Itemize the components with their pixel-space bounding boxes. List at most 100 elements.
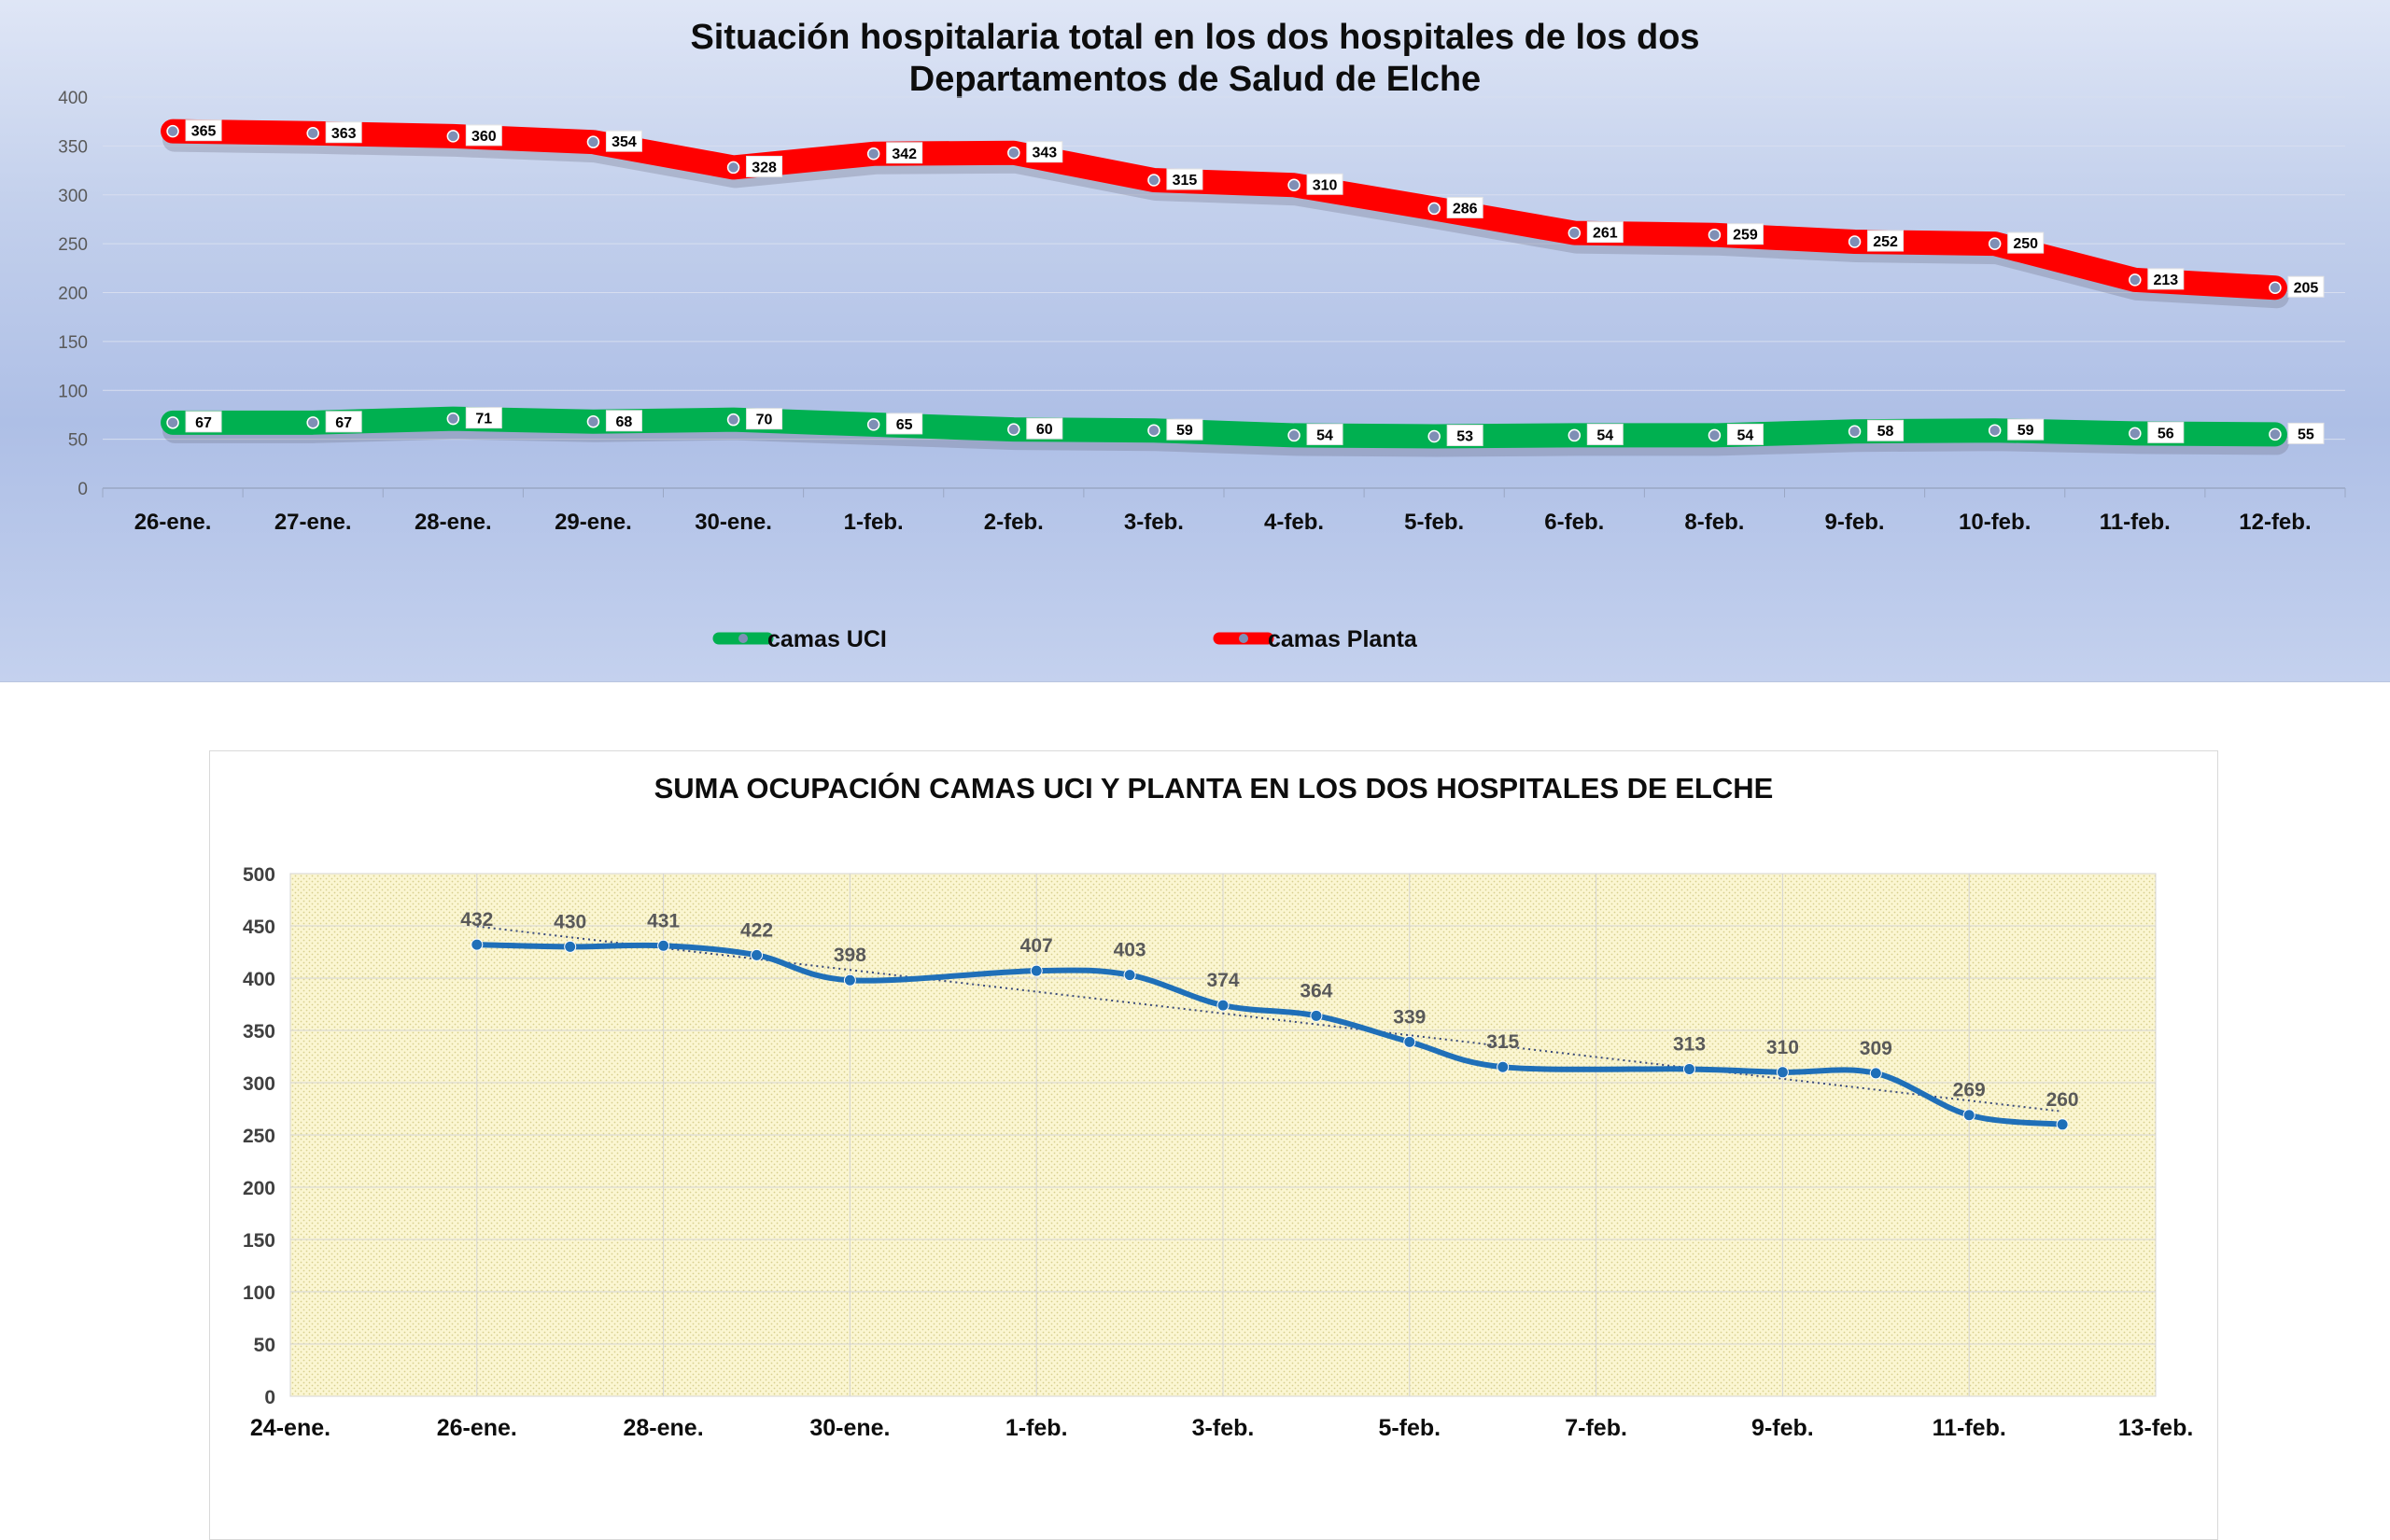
chart2-title: SUMA OCUPACIÓN CAMAS UCI Y PLANTA EN LOS… xyxy=(654,771,1774,805)
data-label-box xyxy=(2287,422,2325,444)
data-label: 56 xyxy=(2158,426,2174,441)
series-marker xyxy=(2129,273,2142,287)
data-label-box xyxy=(1726,423,1764,445)
chart2-data-label: 430 xyxy=(554,911,586,932)
data-label-box xyxy=(1867,419,1905,441)
data-label-box xyxy=(605,130,642,152)
chart1-x-tick: 8-feb. xyxy=(1684,510,1744,535)
chart1-y-tick: 200 xyxy=(58,285,88,304)
chart2-data-label: 269 xyxy=(1953,1080,1986,1101)
chart1-x-tick: 3-feb. xyxy=(1124,510,1184,535)
data-label-box xyxy=(2007,231,2045,254)
chart2-y-tick: 500 xyxy=(243,864,275,886)
data-label-box xyxy=(465,124,502,147)
chart2-y-tick: 150 xyxy=(243,1230,275,1252)
chart2-marker xyxy=(1030,964,1043,977)
chart2-marker xyxy=(1497,1060,1510,1073)
data-label-box xyxy=(1306,173,1343,195)
data-label-box xyxy=(185,411,222,433)
data-label: 205 xyxy=(2294,280,2319,296)
series-marker xyxy=(1848,235,1862,248)
data-label-box xyxy=(2007,418,2045,441)
series-marker xyxy=(1147,174,1160,187)
data-label: 65 xyxy=(896,417,913,433)
chart1-x-tick: 27-ene. xyxy=(274,510,352,535)
chart2-y-tick: 100 xyxy=(243,1282,275,1304)
data-label: 343 xyxy=(1032,146,1057,161)
chart1-x-tick: 4-feb. xyxy=(1264,510,1324,535)
series-marker xyxy=(1427,202,1441,216)
chart1-x-tick: 11-feb. xyxy=(2100,510,2171,535)
data-label: 252 xyxy=(1873,234,1898,250)
data-label: 71 xyxy=(475,412,492,427)
chart2-y-tick: 250 xyxy=(243,1126,275,1147)
data-label: 58 xyxy=(1877,424,1894,440)
data-label: 55 xyxy=(2298,427,2314,442)
data-label-box xyxy=(1166,418,1203,441)
chart2-data-label: 309 xyxy=(1860,1038,1892,1059)
series-marker xyxy=(726,413,740,427)
data-label: 60 xyxy=(1036,422,1053,438)
chart2-x-tick: 13-feb. xyxy=(2118,1415,2194,1441)
chart1-y-tick: 300 xyxy=(58,187,88,206)
legend-marker xyxy=(738,634,748,643)
chart2-data-label: 432 xyxy=(460,909,493,931)
total-occupancy-plot: SUMA OCUPACIÓN CAMAS UCI Y PLANTA EN LOS… xyxy=(243,771,2194,1441)
series-marker xyxy=(586,415,600,428)
series-marker xyxy=(1708,428,1722,442)
data-label-box xyxy=(746,408,783,430)
chart1-y-tick: 0 xyxy=(77,480,88,499)
chart1-x-tick: 5-feb. xyxy=(1404,510,1464,535)
series-marker xyxy=(166,416,179,429)
chart1-x-tick: 12-feb. xyxy=(2239,510,2311,535)
chart1-x-tick: 2-feb. xyxy=(984,510,1044,535)
series-marker xyxy=(1568,428,1582,442)
chart2-data-label: 374 xyxy=(1206,970,1239,991)
series-marker xyxy=(446,130,460,143)
series-marker xyxy=(1568,226,1582,240)
chart2-y-tick: 50 xyxy=(254,1335,275,1356)
data-label: 365 xyxy=(191,124,217,140)
data-label-box xyxy=(1026,417,1063,440)
series-marker xyxy=(866,147,880,161)
chart2-marker xyxy=(1403,1035,1416,1048)
chart1-y-tick: 400 xyxy=(58,89,88,108)
data-label: 342 xyxy=(892,147,917,162)
data-label: 54 xyxy=(1737,427,1754,443)
data-label: 310 xyxy=(1313,177,1338,193)
chart1-x-tick: 1-feb. xyxy=(844,510,904,535)
chart2-data-label: 422 xyxy=(740,919,773,941)
series-marker xyxy=(866,418,880,431)
chart1-x-tick: 28-ene. xyxy=(415,510,492,535)
chart1-subtitle: Departamentos de Salud de Elche xyxy=(909,60,1481,99)
series-marker xyxy=(446,412,460,426)
data-label: 213 xyxy=(2153,273,2178,288)
hospital-situation-chart: Situación hospitalaria total en los dos … xyxy=(0,0,2390,682)
chart2-x-tick: 30-ene. xyxy=(809,1415,890,1441)
chart1-y-tick: 150 xyxy=(58,333,88,353)
data-label-box xyxy=(2287,275,2325,298)
series-marker xyxy=(1988,237,2002,250)
data-label-box xyxy=(465,407,502,429)
data-label-box xyxy=(2147,268,2185,290)
data-label: 54 xyxy=(1596,427,1613,443)
chart2-marker xyxy=(1869,1067,1882,1080)
series-marker xyxy=(1848,425,1862,438)
data-label: 59 xyxy=(1176,423,1193,439)
chart2-marker xyxy=(1776,1066,1789,1079)
series-marker xyxy=(2129,427,2142,441)
data-label: 67 xyxy=(195,415,212,431)
data-label: 261 xyxy=(1593,226,1618,242)
data-label: 315 xyxy=(1173,173,1198,189)
chart1-y-tick: 50 xyxy=(68,431,88,451)
series-marker xyxy=(1147,424,1160,437)
data-label: 59 xyxy=(2017,423,2034,439)
series-marker xyxy=(1287,178,1300,192)
data-label-box xyxy=(325,121,362,144)
chart1-title: Situación hospitalaria total en los dos … xyxy=(690,18,1699,57)
chart2-marker xyxy=(843,973,856,987)
chart2-data-label: 403 xyxy=(1114,940,1146,961)
chart2-data-label: 315 xyxy=(1486,1031,1519,1053)
data-label-box xyxy=(886,413,923,435)
chart2-x-tick: 26-ene. xyxy=(437,1415,517,1441)
